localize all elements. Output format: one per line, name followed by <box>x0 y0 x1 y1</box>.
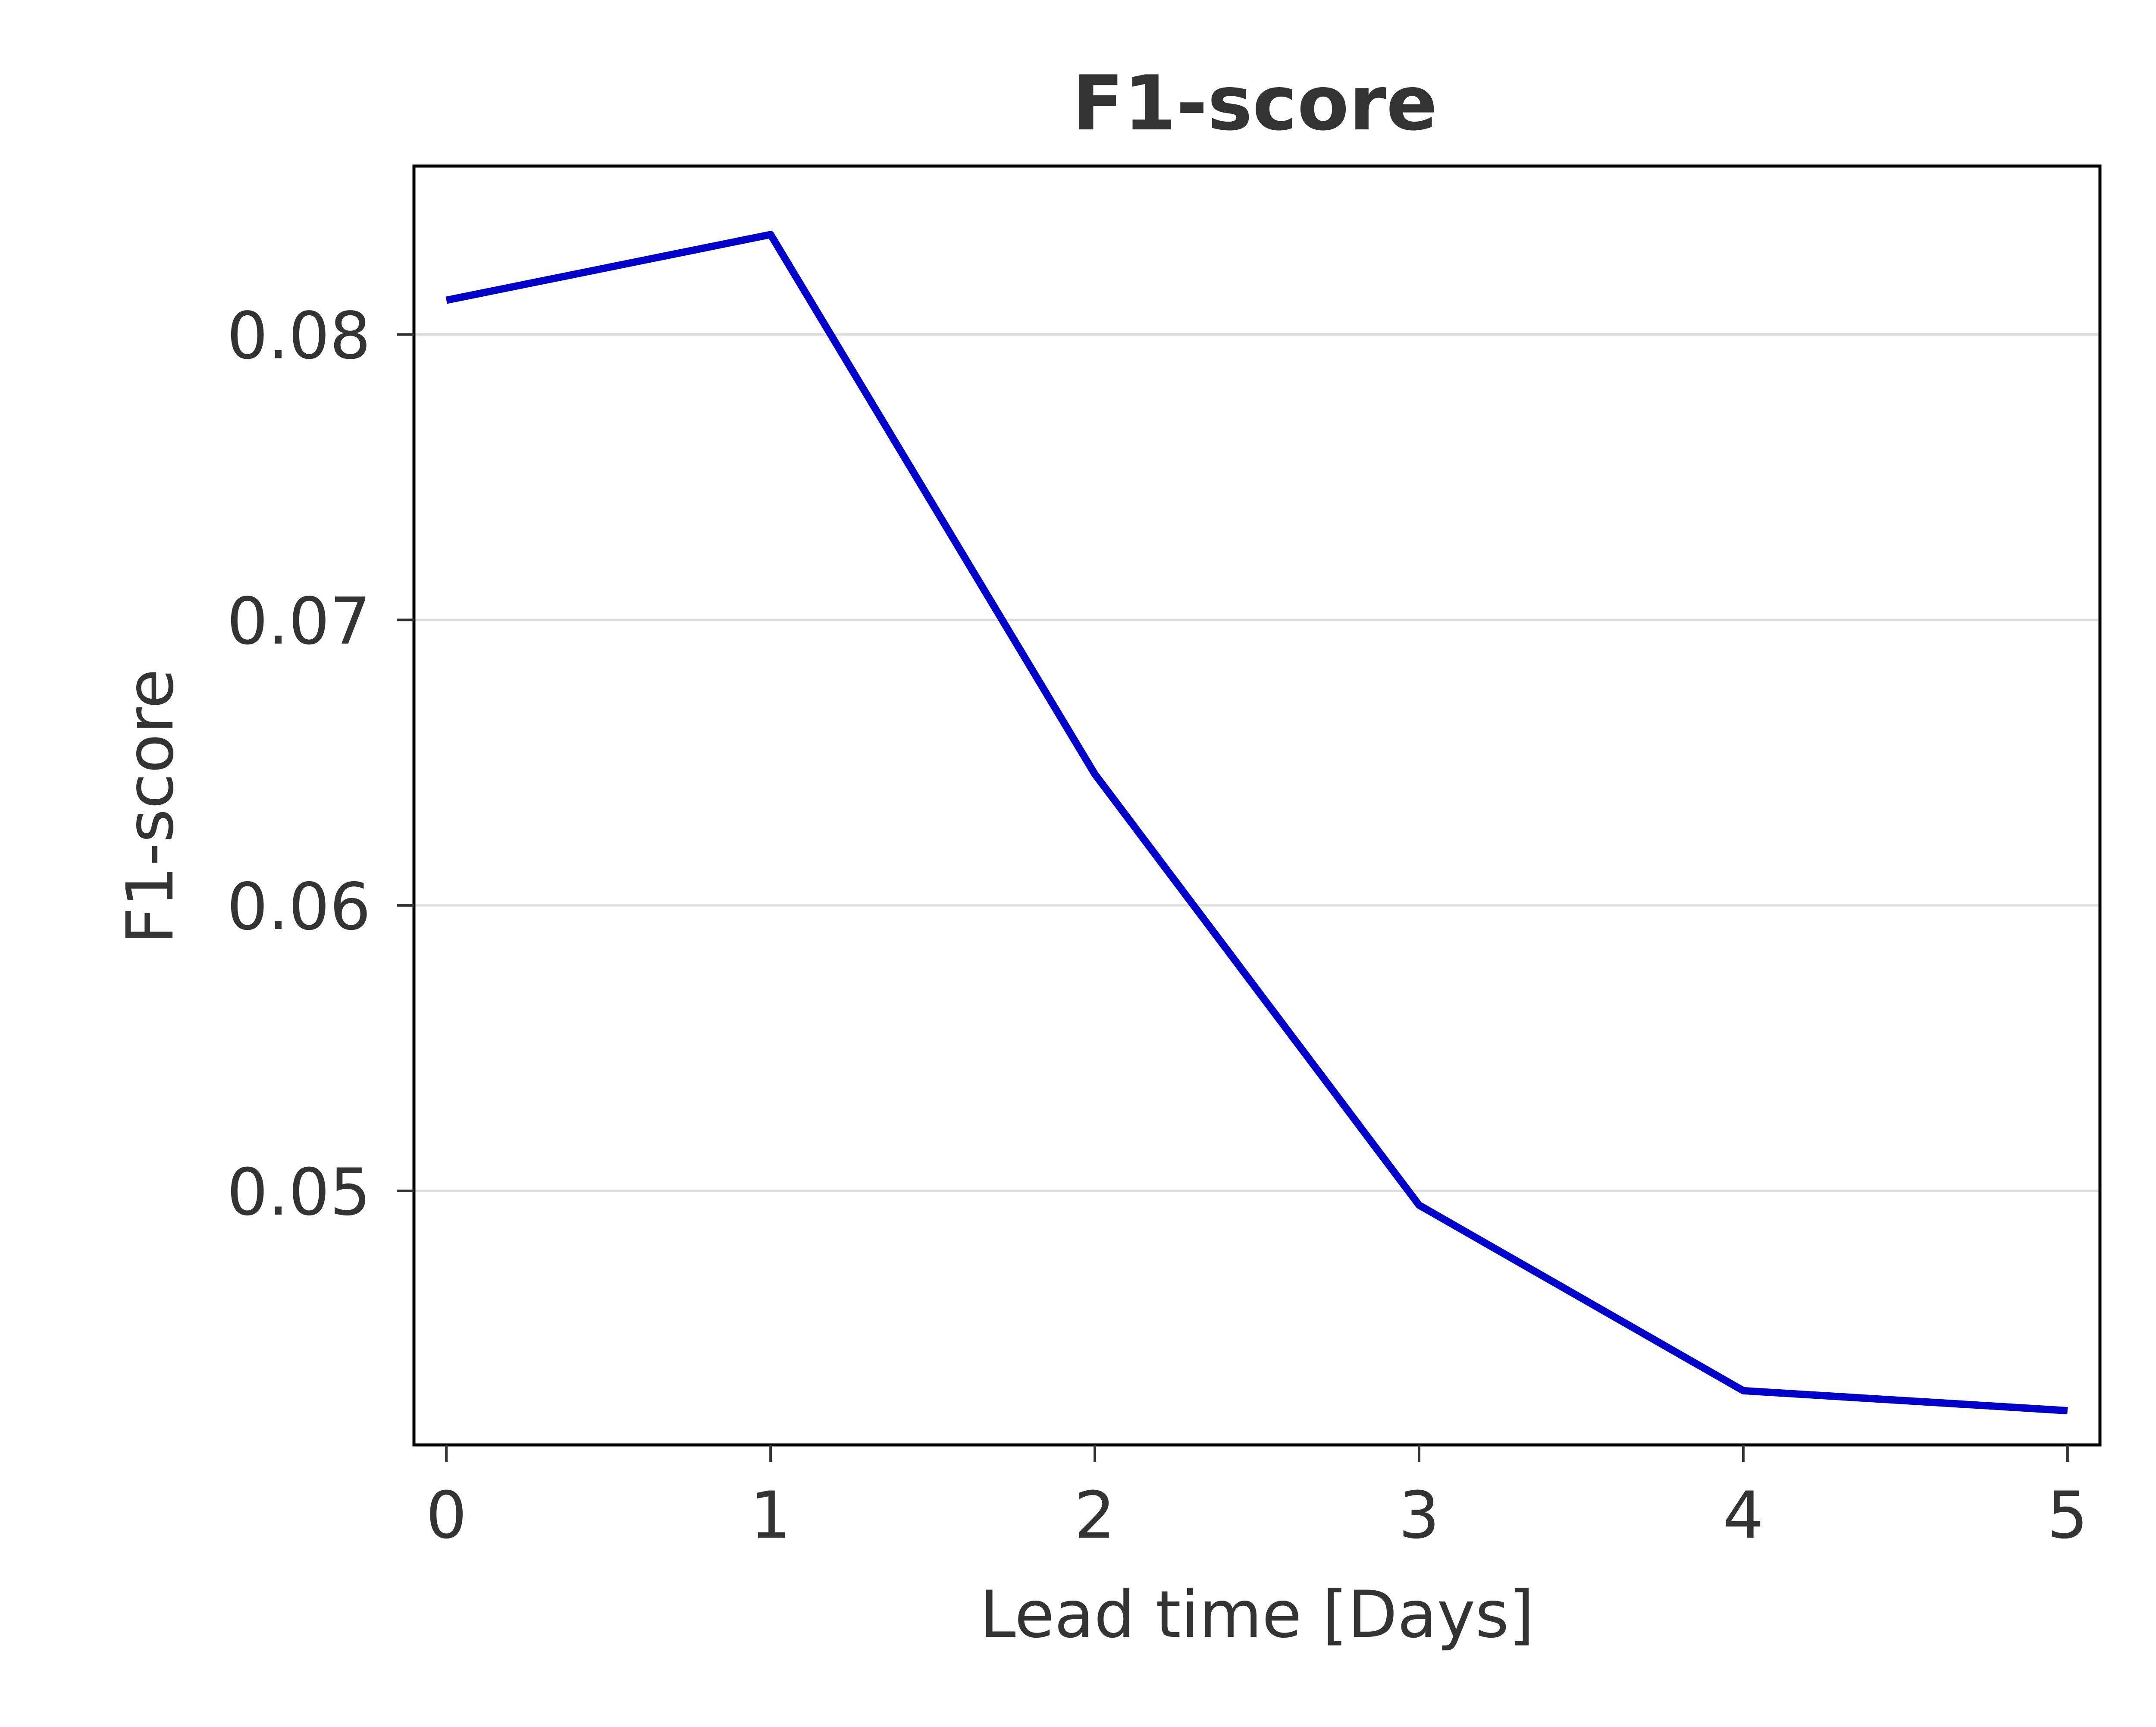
y-tick-label: 0.05 <box>227 1155 371 1230</box>
x-tick-label: 1 <box>750 1478 791 1553</box>
x-tick-label: 5 <box>2047 1478 2088 1553</box>
chart-title: F1-score <box>1072 60 1437 148</box>
y-tick-label: 0.06 <box>227 870 371 945</box>
x-tick-label: 4 <box>1723 1478 1764 1553</box>
x-tick-label: 2 <box>1074 1478 1115 1553</box>
x-tick-label: 0 <box>426 1478 467 1553</box>
x-axis-label: Lead time [Days] <box>980 1577 1534 1652</box>
y-axis: 0.05 0.06 0.07 0.08 <box>227 298 414 1230</box>
y-tick-label: 0.07 <box>227 584 371 659</box>
y-tick-label: 0.08 <box>227 298 371 374</box>
x-tick-label: 3 <box>1398 1478 1439 1553</box>
grid-lines <box>414 333 2100 1192</box>
series-layer <box>445 231 2068 1415</box>
plot-frame <box>412 164 2102 1447</box>
series-line <box>445 231 2068 1415</box>
x-axis: 0 1 2 3 4 5 <box>426 1445 2088 1553</box>
y-axis-label: F1-score <box>113 669 188 945</box>
